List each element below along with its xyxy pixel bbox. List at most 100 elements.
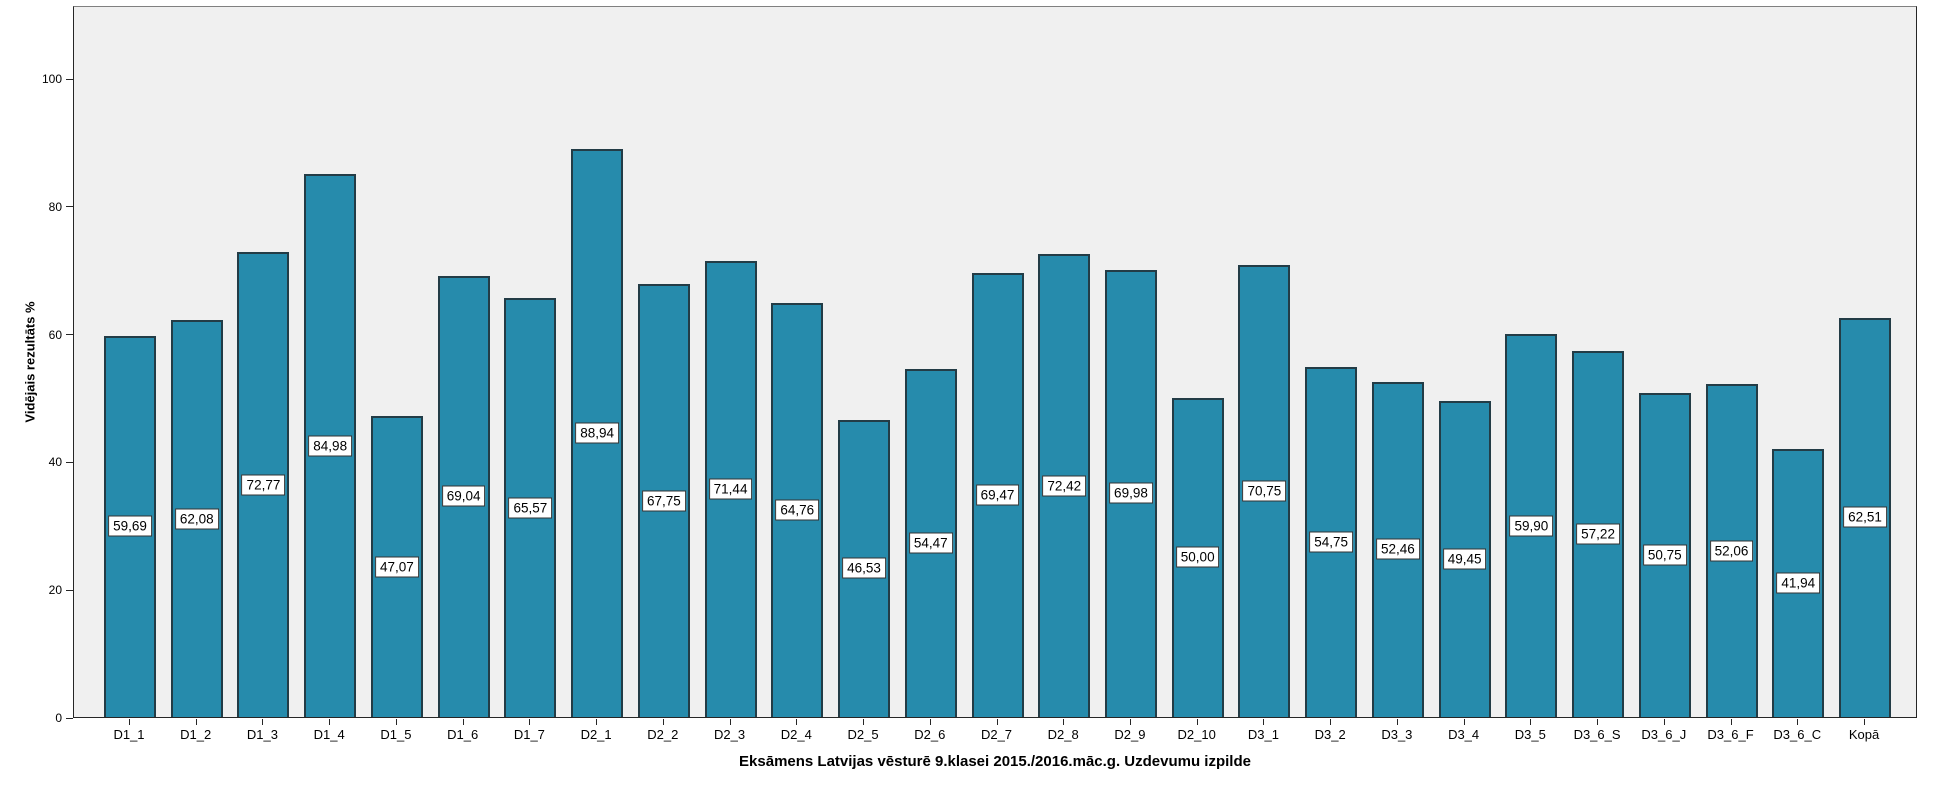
y-tick-label: 20 [48,583,62,598]
y-axis-title: Vidējais rezultāts % [22,301,38,423]
value-label-D2_7: 69,47 [975,484,1020,506]
x-tick-label-D2_4: D2_4 [780,727,812,742]
x-tick-label-D1_6: D1_6 [447,727,479,742]
x-tick-label-D2_7: D2_7 [980,727,1013,742]
x-tick-label-D3_6_F: D3_6_F [1707,727,1754,742]
bar-D3_6_J: 50,75 [1638,392,1691,717]
bar-D2_9: 69,98 [1104,269,1157,717]
value-label-D2_2: 67,75 [641,490,686,512]
x-tick-mark [1129,719,1131,725]
x-tick-mark [1530,719,1532,725]
bar-D1_3: 72,77 [237,252,290,717]
bar-D3_2: 54,75 [1305,367,1358,717]
bar-D3_3: 52,46 [1371,381,1424,717]
bar-D2_10: 50,00 [1171,397,1224,717]
x-tick-mark [1196,719,1198,725]
x-tick-label-D2_1: D2_1 [580,727,612,742]
value-label-D2_1: 88,94 [575,422,620,444]
y-tick-label: 0 [55,711,62,725]
x-tick-label-Kopā: Kopā [1848,727,1880,742]
bar-D3_6_C: 41,94 [1772,449,1825,717]
x-tick-label-D3_6_J: D3_6_J [1641,727,1687,742]
x-tick-label-D2_3: D2_3 [714,727,746,742]
x-tick-label-D3_5: D3_5 [1514,727,1546,742]
x-tick-mark [1396,719,1398,725]
bar-D3_4: 49,45 [1438,401,1491,717]
x-tick-label-D3_1: D3_1 [1247,727,1279,742]
bar-D2_3: 71,44 [704,260,757,717]
x-tick-mark [262,719,264,725]
y-tick-mark [66,717,73,719]
y-tick-mark [66,334,73,336]
x-tick-label-D2_8: D2_8 [1047,727,1079,742]
x-tick-label-D1_5: D1_5 [380,727,412,742]
value-label-D3_6_F: 52,06 [1709,540,1754,562]
value-label-D1_3: 72,77 [241,474,286,495]
value-label-D3_6_J: 50,75 [1642,544,1687,566]
bar-D1_7: 65,57 [504,298,557,717]
value-label-Kopā: 62,51 [1843,506,1887,528]
bar-D3_1: 70,75 [1238,264,1291,717]
value-label-D1_6: 69,04 [441,485,486,507]
x-tick-mark [1330,719,1332,725]
bar-D2_7: 69,47 [971,273,1024,717]
value-label-D2_6: 54,47 [908,532,953,554]
value-label-D2_5: 46,53 [842,557,886,579]
y-tick-label: 60 [48,327,62,342]
y-tick-mark [66,461,73,463]
bar-D2_1: 88,94 [571,148,624,717]
y-tick-mark [66,206,73,208]
bar-D3_5: 59,90 [1505,334,1558,717]
x-tick-label-D1_3: D1_3 [246,727,278,742]
value-label-D1_1: 59,69 [108,515,152,537]
value-label-D1_4: 84,98 [308,435,353,456]
x-tick-mark [462,719,464,725]
bar-D1_1: 59,69 [104,335,156,717]
value-label-D3_1: 70,75 [1242,480,1287,502]
x-tick-mark [863,719,865,725]
x-tick-mark [1063,719,1065,725]
y-tick-label: 80 [48,199,62,214]
bar-Kopā: 62,51 [1839,317,1891,717]
x-tick-mark [929,719,931,725]
value-label-D3_2: 54,75 [1309,531,1354,553]
bar-D2_8: 72,42 [1038,254,1091,717]
x-tick-mark [329,719,331,725]
x-tick-label-D3_6_S: D3_6_S [1573,727,1621,742]
value-label-D2_10: 50,00 [1175,546,1220,568]
y-tick-mark [66,78,73,80]
y-tick-label: 100 [41,72,62,86]
bar-D1_5: 47,07 [370,416,423,717]
x-tick-mark [395,719,397,725]
bar-D1_2: 62,08 [170,320,223,717]
x-tick-label-D2_6: D2_6 [914,727,946,742]
x-tick-mark [1263,719,1265,725]
x-tick-label-D1_1: D1_1 [113,727,145,742]
value-label-D2_4: 64,76 [775,499,820,521]
bar-D1_6: 69,04 [437,275,490,717]
value-label-D3_6_S: 57,22 [1576,523,1620,545]
x-tick-mark [129,719,130,725]
bar-D2_2: 67,75 [637,284,690,717]
x-tick-mark [1730,719,1732,725]
bar-D2_6: 54,47 [904,368,957,717]
x-axis-title: Eksāmens Latvijas vēsturē 9.klasei 2015.… [739,753,1251,770]
x-tick-mark [1864,719,1865,725]
x-tick-mark [1663,719,1665,725]
x-tick-mark [596,719,598,725]
x-tick-label-D3_6_C: D3_6_C [1773,727,1822,742]
value-label-D2_8: 72,42 [1042,475,1087,497]
x-tick-label-D3_3: D3_3 [1381,727,1413,742]
x-tick-label-D3_2: D3_2 [1314,727,1346,742]
value-label-D2_9: 69,98 [1109,482,1153,504]
x-tick-label-D1_7: D1_7 [513,727,545,742]
x-tick-label-D1_4: D1_4 [313,727,345,742]
bar-D2_4: 64,76 [771,303,824,717]
value-label-D3_4: 49,45 [1442,548,1487,570]
x-tick-label-D3_4: D3_4 [1448,727,1480,742]
x-tick-label-D1_2: D1_2 [180,727,212,742]
value-label-D1_7: 65,57 [508,497,553,519]
x-tick-label-D2_9: D2_9 [1114,727,1146,742]
bar-D2_5: 46,53 [838,419,891,717]
value-label-D1_5: 47,07 [375,556,419,578]
